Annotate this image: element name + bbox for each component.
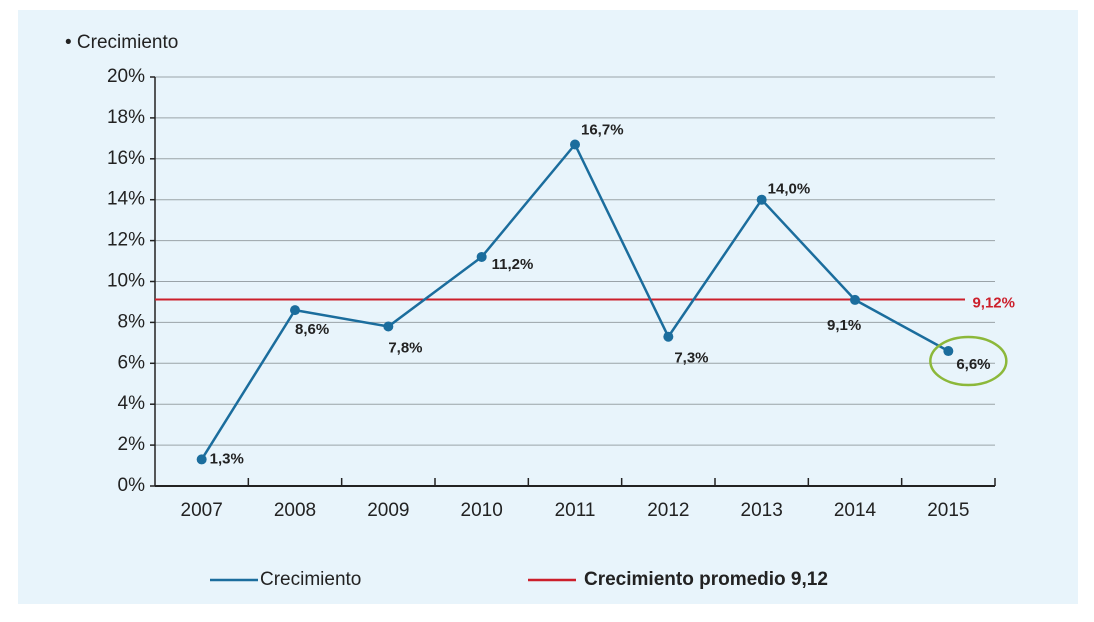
x-tick-label: 2011 bbox=[555, 500, 596, 521]
x-tick-label: 2014 bbox=[834, 500, 877, 521]
data-point bbox=[756, 194, 767, 205]
y-tick-label: 0% bbox=[118, 475, 146, 496]
y-tick-label: 6% bbox=[118, 352, 146, 373]
data-point bbox=[570, 139, 580, 150]
y-tick-label: 8% bbox=[118, 311, 146, 332]
y-tick-label: 10% bbox=[107, 271, 145, 292]
data-point bbox=[476, 251, 487, 262]
data-label: 1,3% bbox=[210, 450, 244, 467]
y-tick-label: 12% bbox=[107, 230, 145, 251]
reference-label: 9,12% bbox=[972, 294, 1015, 311]
legend-label: Crecimiento bbox=[260, 569, 361, 590]
x-tick-label: 2013 bbox=[741, 500, 783, 521]
data-label: 14,0% bbox=[768, 181, 811, 198]
data-label: 6,6% bbox=[956, 356, 990, 373]
data-point bbox=[196, 454, 207, 465]
x-tick-label: 2008 bbox=[274, 500, 316, 521]
data-label: 7,8% bbox=[388, 339, 422, 356]
y-tick-label: 20% bbox=[107, 66, 145, 87]
y-tick-label: 2% bbox=[118, 434, 146, 455]
data-point bbox=[850, 294, 860, 305]
data-label: 11,2% bbox=[492, 256, 534, 273]
x-tick-label: 2007 bbox=[181, 500, 223, 521]
chart-title: • Crecimiento bbox=[65, 32, 178, 53]
highlight-circle bbox=[929, 335, 1008, 387]
data-label: 9,1% bbox=[827, 317, 861, 334]
legend-label: Crecimiento promedio 9,12 bbox=[584, 569, 828, 590]
data-point bbox=[383, 321, 394, 332]
data-label: 16,7% bbox=[581, 121, 624, 138]
panel bbox=[18, 10, 1078, 604]
y-tick-label: 18% bbox=[107, 107, 145, 128]
data-label: 8,6% bbox=[295, 321, 329, 338]
y-tick-label: 4% bbox=[118, 393, 146, 414]
x-tick-label: 2015 bbox=[927, 500, 969, 521]
data-point bbox=[290, 305, 300, 316]
x-tick-label: 2012 bbox=[647, 500, 689, 521]
y-tick-label: 14% bbox=[107, 189, 145, 210]
y-tick-label: 16% bbox=[107, 148, 145, 169]
data-label: 7,3% bbox=[674, 350, 708, 367]
x-tick-label: 2009 bbox=[367, 500, 409, 521]
x-tick-label: 2010 bbox=[461, 500, 503, 521]
data-point bbox=[663, 331, 674, 342]
data-point bbox=[943, 346, 954, 357]
